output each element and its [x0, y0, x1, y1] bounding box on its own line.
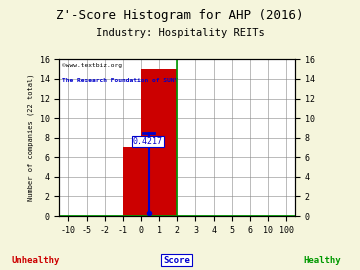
Text: ©www.textbiz.org: ©www.textbiz.org [62, 63, 122, 68]
Bar [141, 69, 177, 216]
Text: 0.4217: 0.4217 [133, 137, 163, 146]
Text: Industry: Hospitality REITs: Industry: Hospitality REITs [96, 28, 264, 38]
Text: Healthy: Healthy [303, 256, 341, 265]
Text: Unhealthy: Unhealthy [12, 256, 60, 265]
Y-axis label: Number of companies (22 total): Number of companies (22 total) [28, 74, 34, 201]
Text: The Research Foundation of SUNY: The Research Foundation of SUNY [62, 78, 178, 83]
Text: Z'-Score Histogram for AHP (2016): Z'-Score Histogram for AHP (2016) [56, 9, 304, 22]
Bar [123, 147, 141, 216]
Text: Score: Score [163, 256, 190, 265]
